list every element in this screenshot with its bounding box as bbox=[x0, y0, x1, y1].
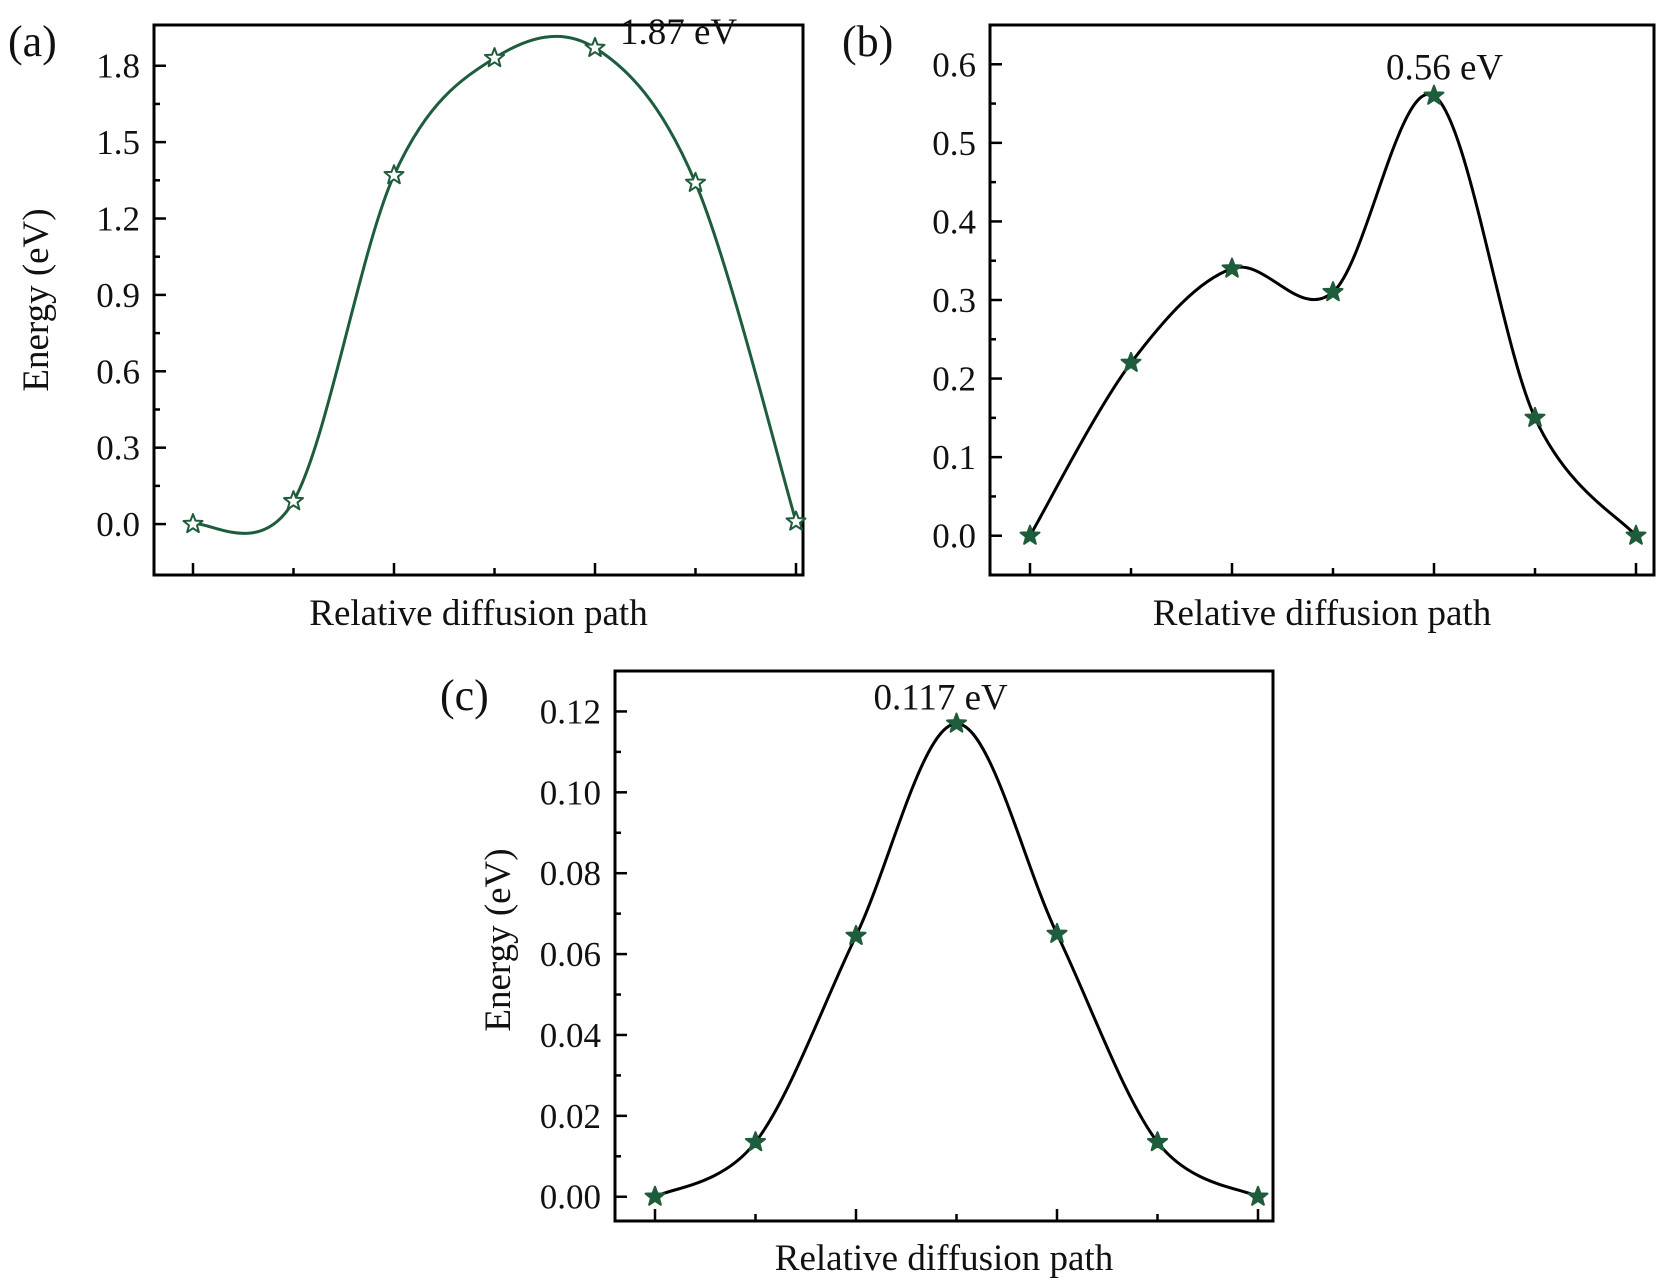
y-tick-label: 1.8 bbox=[96, 47, 140, 86]
data-point-star bbox=[684, 171, 707, 192]
data-point-star bbox=[182, 513, 204, 534]
y-tick-label: 0.1 bbox=[932, 438, 976, 477]
data-point-star bbox=[383, 164, 405, 185]
panel-label: (b) bbox=[842, 17, 893, 66]
y-tick-label: 0.5 bbox=[932, 124, 976, 163]
plot-frame bbox=[988, 23, 1656, 577]
plot-frame bbox=[152, 23, 805, 577]
data-point-star bbox=[1247, 1185, 1269, 1206]
data-point-star bbox=[644, 1185, 666, 1206]
y-tick-label: 1.2 bbox=[96, 200, 140, 239]
y-tick-label: 0.6 bbox=[932, 45, 976, 84]
y-tick-label: 0.02 bbox=[540, 1097, 601, 1136]
panel-c: 0.00 0.02 0.04 0.06 0.08 0.10 0.12 0.117 eV (c) R… bbox=[440, 669, 1275, 1279]
y-tick-label: 0.3 bbox=[96, 429, 140, 468]
y-axis-title: Energy (eV) bbox=[478, 848, 519, 1031]
barrier-annotation: 0.56 eV bbox=[1386, 48, 1503, 89]
energy-curve bbox=[654, 722, 1259, 1199]
data-point-star bbox=[1322, 281, 1344, 302]
y-tick-label: 0.06 bbox=[540, 935, 601, 974]
data-point-star bbox=[584, 36, 606, 58]
y-tick-label: 0.3 bbox=[932, 281, 976, 320]
data-point-star bbox=[1625, 524, 1647, 545]
y-tick-label: 0.04 bbox=[540, 1016, 601, 1055]
y-tick-label: 0.0 bbox=[932, 517, 976, 556]
data-point-star bbox=[945, 712, 968, 733]
data-point-star bbox=[1423, 84, 1445, 105]
barrier-annotation: 1.87 eV bbox=[620, 12, 737, 53]
y-tick-label: 0.4 bbox=[932, 202, 976, 241]
data-point-star bbox=[1524, 406, 1546, 427]
panel-b: 0.0 0.1 0.2 0.3 0.4 0.5 0.6 0.56 eV (b) Relative … bbox=[842, 17, 1656, 634]
data-point-star bbox=[1046, 922, 1068, 943]
data-point-star bbox=[845, 924, 867, 945]
data-point-star bbox=[483, 47, 506, 68]
y-tick-label: 0.0 bbox=[96, 505, 140, 544]
plot-frame bbox=[613, 669, 1275, 1223]
data-point-star bbox=[1221, 257, 1243, 278]
y-axis-title: Energy (eV) bbox=[16, 208, 57, 391]
energy-curve bbox=[192, 34, 798, 535]
y-tick-label: 0.2 bbox=[932, 360, 976, 399]
data-point-star bbox=[744, 1131, 767, 1152]
y-tick-label: 0.08 bbox=[540, 854, 601, 893]
panel-label: (c) bbox=[440, 671, 489, 720]
data-point-star bbox=[1120, 351, 1142, 372]
x-axis-title: Relative diffusion path bbox=[1153, 593, 1492, 634]
data-point-star bbox=[1146, 1131, 1169, 1152]
y-tick-label: 1.5 bbox=[96, 123, 140, 162]
panel-a: 0.0 0.3 0.6 0.9 1.2 1.5 1.8 1.87 eV (a) Relative … bbox=[8, 12, 807, 634]
x-axis-title: Relative diffusion path bbox=[775, 1238, 1114, 1279]
energy-curve bbox=[1028, 92, 1638, 537]
y-tick-label: 0.12 bbox=[540, 692, 601, 731]
panel-label: (a) bbox=[8, 17, 57, 66]
x-axis-title: Relative diffusion path bbox=[309, 593, 648, 634]
data-point-star bbox=[785, 510, 807, 531]
y-tick-label: 0.6 bbox=[96, 352, 140, 391]
data-point-star bbox=[282, 490, 305, 511]
data-point-star bbox=[1019, 524, 1041, 545]
y-tick-label: 0.00 bbox=[540, 1178, 601, 1217]
barrier-annotation: 0.117 eV bbox=[874, 678, 1009, 719]
y-tick-label: 0.10 bbox=[540, 773, 601, 812]
y-tick-label: 0.9 bbox=[96, 276, 140, 315]
